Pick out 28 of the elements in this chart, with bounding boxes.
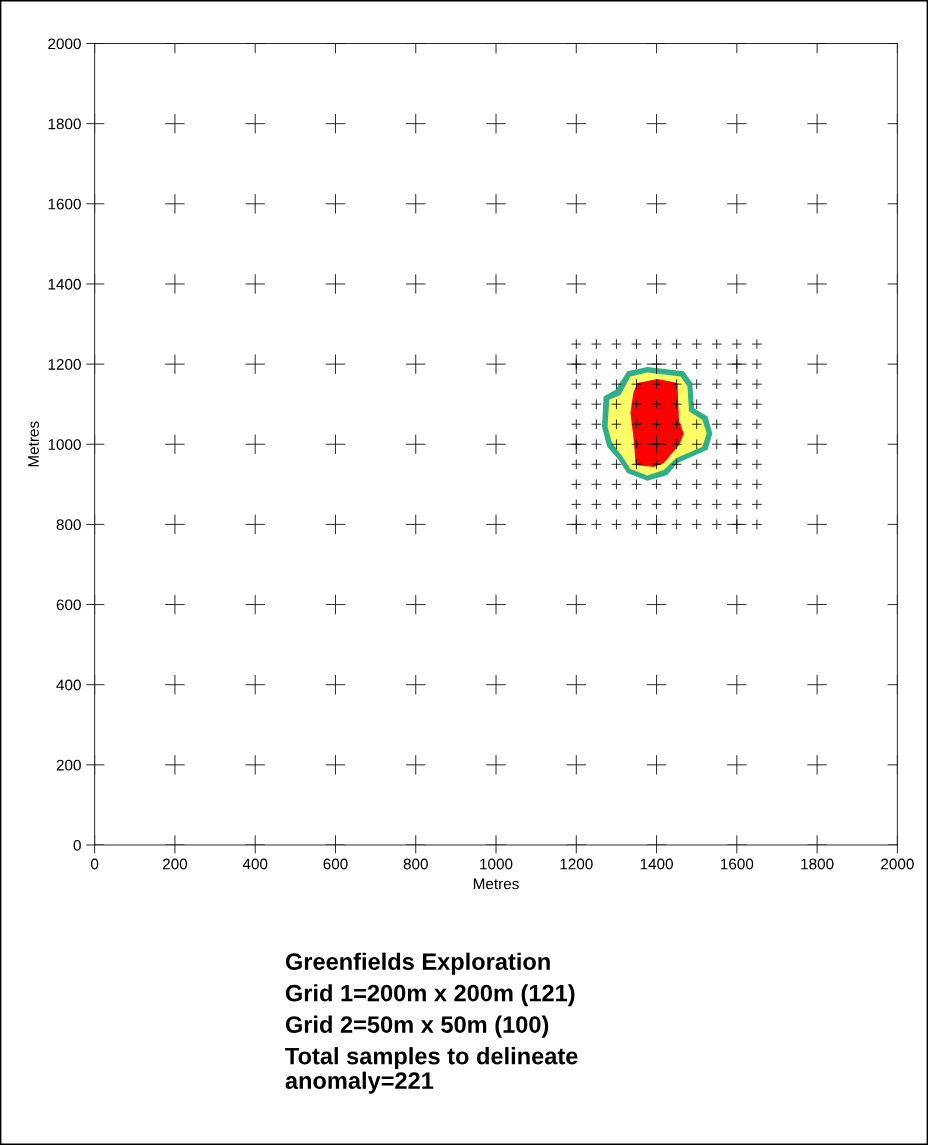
y-tick-label: 1200 xyxy=(48,358,81,370)
y-tick-label: 1400 xyxy=(48,278,81,290)
x-axis-title: Metres xyxy=(473,878,519,890)
x-tick-label: 600 xyxy=(323,858,348,870)
y-tick-label: 0 xyxy=(73,839,81,851)
y-tick-label: 1600 xyxy=(48,198,81,210)
y-tick-label: 2000 xyxy=(48,38,81,50)
y-tick-label: 1000 xyxy=(48,439,81,450)
x-tick-label: 1600 xyxy=(721,858,754,870)
y-tick-label: 600 xyxy=(56,599,81,611)
x-tick-label: 1200 xyxy=(560,858,593,870)
y-tick-label: 200 xyxy=(56,759,81,771)
text: Grid 2=50m x 50m (100) xyxy=(285,1015,549,1038)
x-tick-label: 1000 xyxy=(480,858,513,870)
x-tick-label: 1800 xyxy=(801,858,834,870)
x-tick-label: 1400 xyxy=(640,858,673,870)
x-tick-label: 200 xyxy=(162,858,188,870)
x-tick-label: 400 xyxy=(242,858,268,870)
y-axis-title: Metres xyxy=(28,421,39,467)
x-tick-label: 2000 xyxy=(881,858,914,870)
y-tick-label: 800 xyxy=(56,519,81,531)
text: Grid 1=200m x 200m (121) xyxy=(285,984,575,1007)
x-tick-label: 0 xyxy=(91,858,99,870)
text: Total samples to delineate anomaly=221 xyxy=(285,1047,578,1094)
x-tick-label: 800 xyxy=(403,858,428,870)
y-tick-label: 400 xyxy=(56,679,81,691)
text: Greenfields Exploration xyxy=(285,952,550,975)
y-tick-label: 1800 xyxy=(48,118,81,130)
